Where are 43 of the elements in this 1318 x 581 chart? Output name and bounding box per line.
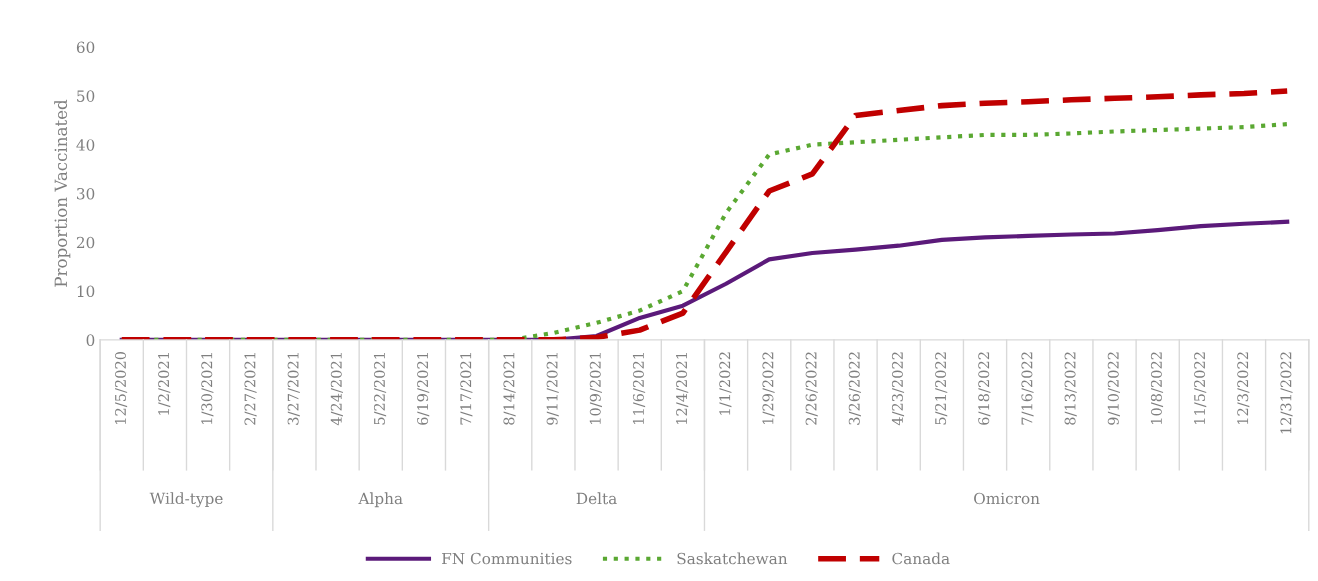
x-tick-label: 12/31/2022	[1280, 352, 1293, 434]
x-tick-label: 10/9/2021	[589, 353, 602, 424]
text: Wild-type	[149, 492, 223, 508]
x-tick-label: 1/30/2021	[201, 353, 214, 424]
x-tick-label: 5/22/2021	[373, 353, 387, 425]
x-tick-label: 1/29/2022	[762, 352, 775, 424]
legend-label: Saskatchewan	[677, 552, 788, 565]
x-tick-label: 11/5/2022	[1194, 352, 1207, 424]
x-tick-label: 9/10/2022	[1107, 352, 1120, 425]
legend-label: FN Communities	[442, 552, 572, 565]
x-tick-label: 4/24/2021	[330, 353, 343, 426]
x-tick-label: 7/17/2021	[460, 353, 473, 425]
x-tick-label: 4/23/2022	[891, 352, 905, 426]
y-tick-label: 10	[77, 285, 95, 298]
y-tick-label: 50	[77, 90, 95, 102]
x-tick-label: 8/13/2022	[1064, 352, 1077, 425]
text: Alpha	[358, 492, 403, 508]
x-tick-label: 12/3/2022	[1237, 352, 1250, 424]
y-tick-label: 30	[77, 187, 95, 200]
y-tick-label: 0	[86, 334, 95, 346]
y-tick-label: 60	[76, 41, 95, 54]
x-tick-label: 9/11/2021	[546, 353, 559, 425]
y-tick-label: 40	[76, 139, 95, 151]
x-tick-label: 3/27/2021	[287, 353, 300, 425]
x-tick-label: 3/26/2022	[848, 352, 861, 425]
x-tick-label: 11/6/2021	[632, 353, 646, 424]
x-tick-label: 12/4/2021	[676, 353, 689, 424]
text: Delta	[576, 492, 617, 505]
x-tick-label: 8/14/2021	[503, 353, 516, 425]
x-tick-label: 5/21/2022	[935, 352, 948, 425]
y-tick-label: 20	[76, 236, 95, 249]
x-tick-label: 12/5/2020	[114, 351, 128, 424]
x-tick-label: 6/19/2021	[417, 353, 430, 425]
x-tick-label: 2/26/2022	[805, 352, 818, 425]
x-tick-label: 2/27/2021	[244, 353, 257, 425]
x-tick-label: 1/2/2021	[158, 353, 171, 415]
legend-label: Canada	[892, 552, 950, 565]
x-tick-label: 1/1/2022	[719, 352, 732, 415]
x-tick-label: 7/16/2022	[1021, 352, 1034, 425]
y-axis-title: Proportion Vaccinated	[54, 99, 71, 287]
text: Omicron	[974, 492, 1040, 505]
x-tick-label: 6/18/2022	[978, 352, 991, 425]
x-tick-label: 10/8/2022	[1150, 352, 1164, 424]
